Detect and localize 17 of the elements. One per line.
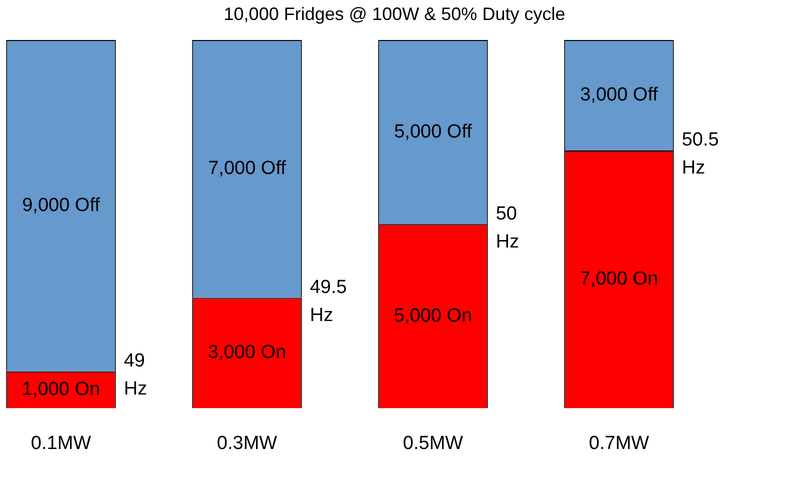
x-tick-label: 0.3MW: [216, 432, 278, 454]
data-label: 7,000 On: [580, 268, 658, 290]
data-label: 5,000 Off: [394, 121, 473, 142]
x-tick-label: 0.1MW: [30, 432, 92, 454]
annotation: 50 Hz: [496, 203, 520, 252]
data-label: 7,000 Off: [208, 158, 287, 180]
annotation: 50.5 Hz: [682, 130, 719, 179]
data-label: 1,000 On: [22, 379, 100, 400]
annotation: 49 Hz: [124, 350, 148, 400]
data-label: 3,000 On: [208, 342, 286, 364]
x-tick-label: 0.7MW: [588, 432, 650, 454]
data-label: 5,000 On: [394, 305, 472, 326]
data-label: 9,000 Off: [22, 194, 101, 216]
annotation: 49.5 Hz: [310, 276, 347, 326]
x-tick-label: 0.5MW: [402, 432, 464, 454]
chart-title: 10,000 Fridges @ 100W & 50% Duty cycle: [222, 4, 566, 25]
data-label: 3,000 Off: [580, 84, 659, 106]
